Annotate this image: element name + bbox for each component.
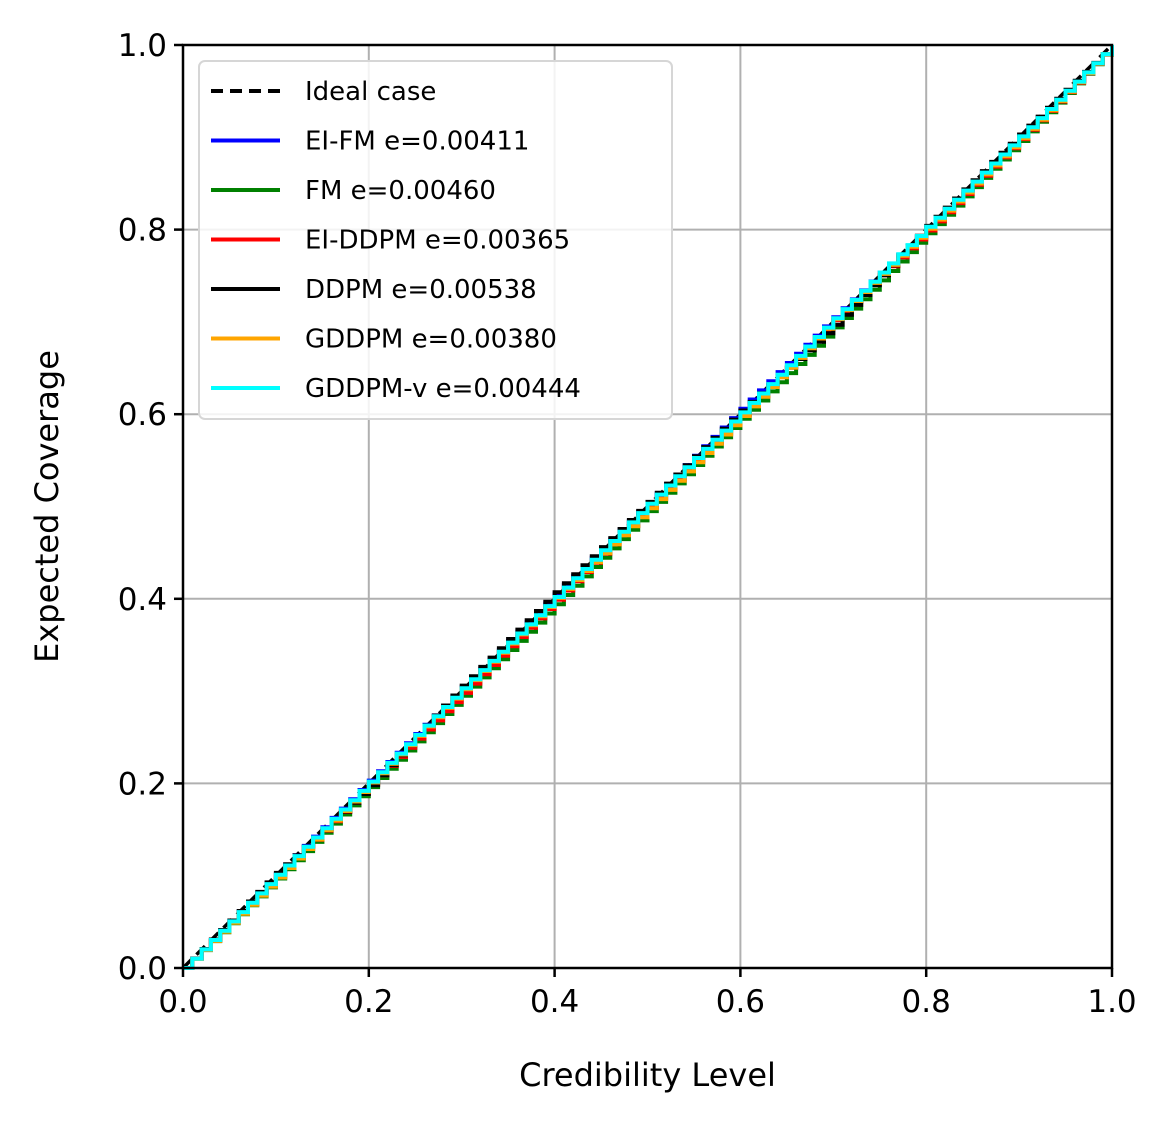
legend-label: DDPM e=0.00538 [305,275,537,305]
x-tick-label: 1.0 [1087,984,1136,1020]
legend-label: GDDPM e=0.00380 [305,325,557,355]
x-tick-label: 0.4 [530,984,579,1020]
x-tick-label: 0.2 [344,984,393,1020]
y-tick-label: 0.6 [118,397,167,433]
y-tick-label: 1.0 [118,28,167,64]
series-line [183,45,1114,970]
legend-label: FM e=0.00460 [305,176,496,206]
y-tick-label: 0.2 [118,766,167,802]
y-tick-label: 0.0 [118,951,167,987]
legend-label: EI-DDPM e=0.00365 [305,226,570,256]
legend-label: Ideal case [305,77,436,107]
y-axis-label: Expected Coverage [28,350,66,663]
x-tick-label: 0.0 [158,984,207,1020]
legend-label: GDDPM-v e=0.00444 [305,374,581,404]
x-tick-label: 0.6 [716,984,765,1020]
y-tick-label: 0.4 [118,582,167,618]
legend-box [198,60,673,420]
x-axis-label: Credibility Level [519,1056,776,1094]
axis-ticks: 0.0 0.2 0.4 0.6 0.8 1.0 0.0 0.2 0.4 0.6 0.8 1.0 [118,28,1137,1020]
plot-series [181,43,1114,970]
y-tick-label: 0.8 [118,213,167,249]
legend-label: EI-FM e=0.00411 [305,127,529,157]
plot-frame [181,43,1114,970]
x-tick-label: 0.8 [902,984,951,1020]
legend: Ideal case EI-FM e=0.00411 FM e=0.00460 EI-… [198,60,673,420]
